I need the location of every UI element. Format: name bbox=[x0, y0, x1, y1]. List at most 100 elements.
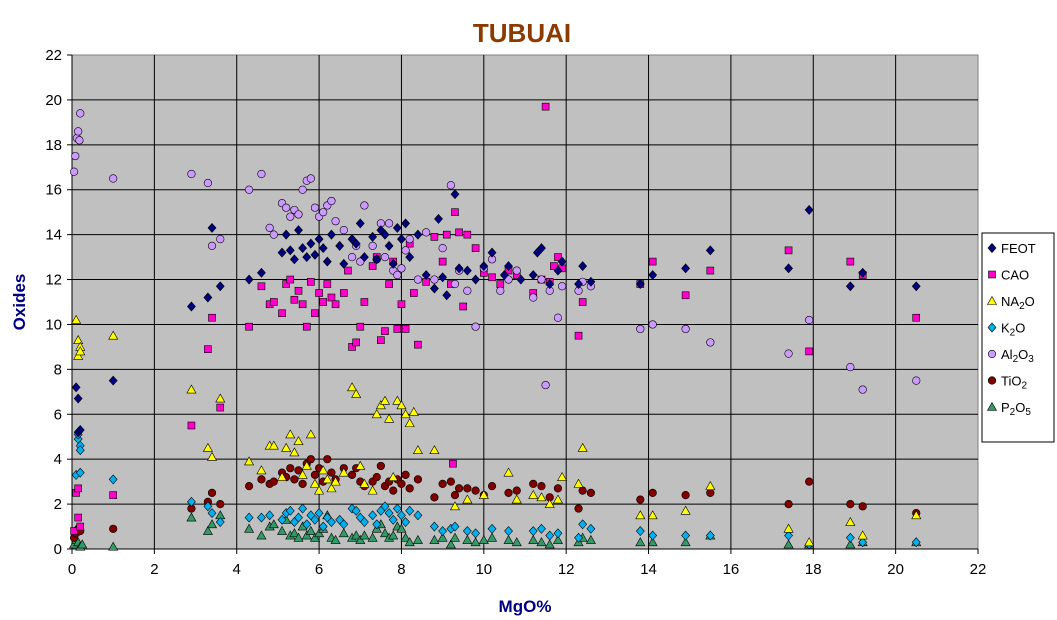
data-point-feot bbox=[388, 258, 398, 269]
data-point-feot bbox=[351, 238, 361, 249]
data-point-feot bbox=[207, 222, 217, 233]
data-point-na2o bbox=[367, 485, 378, 495]
data-point-al2o3 bbox=[471, 322, 480, 331]
data-point-al2o3 bbox=[269, 230, 278, 239]
x-tick-label: 12 bbox=[558, 561, 575, 578]
data-point-na2o bbox=[647, 510, 658, 520]
data-point-na2o bbox=[309, 478, 320, 488]
data-point-feot bbox=[858, 267, 868, 278]
data-point-tio2 bbox=[405, 484, 414, 493]
data-point-k2o bbox=[528, 526, 538, 536]
data-point-al2o3 bbox=[405, 235, 414, 244]
data-point-feot bbox=[504, 261, 513, 272]
data-point-tio2 bbox=[207, 488, 217, 497]
data-point-tio2 bbox=[463, 484, 472, 493]
data-point-cao bbox=[307, 277, 315, 286]
data-point-feot bbox=[429, 283, 439, 294]
data-point-al2o3 bbox=[846, 363, 855, 372]
data-point-feot bbox=[545, 279, 555, 289]
y-tick-label: 14 bbox=[45, 227, 62, 244]
data-point-k2o bbox=[285, 505, 295, 516]
data-point-k2o bbox=[586, 523, 596, 534]
data-point-k2o bbox=[244, 512, 254, 523]
data-point-tio2 bbox=[109, 524, 118, 533]
data-point-tio2 bbox=[376, 461, 385, 471]
data-point-p2o5 bbox=[330, 534, 341, 544]
data-point-na2o bbox=[408, 406, 419, 416]
data-point-p2o5 bbox=[289, 528, 300, 538]
data-point-al2o3 bbox=[257, 169, 266, 179]
data-point-na2o bbox=[305, 429, 316, 439]
y-tick-label: 0 bbox=[54, 541, 62, 558]
data-point-feot bbox=[215, 281, 225, 292]
data-point-p2o5 bbox=[202, 525, 213, 535]
data-point-cao bbox=[550, 262, 558, 270]
data-point-cao bbox=[471, 244, 480, 252]
data-point-k2o bbox=[438, 526, 448, 536]
data-point-al2o3 bbox=[331, 217, 340, 226]
data-point-cao bbox=[438, 257, 447, 266]
data-point-k2o bbox=[462, 526, 472, 536]
data-point-feot bbox=[442, 290, 452, 301]
data-point-feot bbox=[557, 256, 567, 267]
data-point-k2o bbox=[75, 467, 85, 478]
data-point-na2o bbox=[73, 335, 84, 344]
data-point-tio2 bbox=[286, 464, 295, 473]
data-point-feot bbox=[380, 229, 390, 240]
data-point-cao bbox=[541, 102, 550, 111]
data-point-p2o5 bbox=[429, 534, 440, 544]
data-point-cao bbox=[459, 302, 468, 311]
data-point-cao bbox=[385, 280, 393, 288]
data-point-k2o bbox=[450, 521, 460, 532]
x-tick-label: 18 bbox=[805, 561, 822, 578]
legend-label-k2o: K2O bbox=[1001, 321, 1025, 339]
data-point-p2o5 bbox=[207, 519, 218, 529]
data-point-al2o3 bbox=[553, 313, 563, 322]
data-point-k2o bbox=[347, 503, 357, 514]
data-point-feot bbox=[322, 256, 332, 267]
y-tick-label: 8 bbox=[54, 361, 62, 378]
data-point-tio2 bbox=[438, 479, 447, 488]
legend-label-na2o: NA2O bbox=[1001, 294, 1035, 312]
x-tick-label: 6 bbox=[315, 561, 323, 578]
data-point-na2o bbox=[268, 440, 279, 450]
data-point-k2o bbox=[339, 519, 349, 530]
data-point-al2o3 bbox=[784, 349, 793, 358]
data-point-na2o bbox=[396, 400, 407, 410]
data-point-k2o bbox=[351, 505, 361, 516]
data-point-k2o bbox=[108, 474, 118, 485]
data-point-feot bbox=[73, 393, 83, 404]
data-point-tio2 bbox=[648, 488, 657, 497]
data-point-al2o3 bbox=[858, 385, 867, 394]
data-point-na2o bbox=[429, 445, 440, 455]
data-point-k2o bbox=[298, 503, 308, 514]
data-point-tio2 bbox=[504, 488, 513, 497]
data-point-na2o bbox=[577, 442, 588, 452]
data-point-feot bbox=[187, 301, 196, 312]
data-point-k2o bbox=[504, 526, 513, 536]
data-point-al2o3 bbox=[541, 380, 550, 390]
data-point-al2o3 bbox=[430, 275, 439, 284]
data-point-na2o bbox=[503, 467, 514, 477]
y-tick-label: 6 bbox=[54, 406, 62, 423]
data-point-tio2 bbox=[512, 486, 521, 495]
series-feot bbox=[71, 189, 921, 438]
data-point-k2o bbox=[413, 510, 423, 521]
data-point-k2o bbox=[487, 523, 497, 534]
data-point-cao bbox=[393, 325, 402, 333]
data-point-cao bbox=[846, 257, 855, 266]
data-point-k2o bbox=[372, 519, 382, 530]
data-point-al2o3 bbox=[401, 246, 410, 255]
data-point-k2o bbox=[265, 510, 275, 521]
data-point-p2o5 bbox=[305, 525, 316, 535]
data-point-k2o bbox=[187, 496, 196, 507]
data-point-cao bbox=[681, 291, 690, 300]
data-point-tio2 bbox=[290, 475, 299, 484]
data-point-feot bbox=[578, 261, 588, 272]
data-point-k2o bbox=[845, 532, 855, 543]
data-point-tio2 bbox=[553, 484, 563, 493]
data-point-tio2 bbox=[586, 488, 595, 497]
data-point-al2o3 bbox=[216, 235, 225, 244]
data-point-cao bbox=[331, 300, 340, 309]
data-point-k2o bbox=[635, 526, 645, 536]
